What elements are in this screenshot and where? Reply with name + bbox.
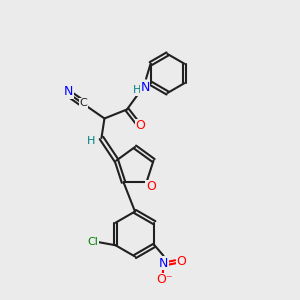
Text: C: C bbox=[80, 98, 87, 109]
Text: O: O bbox=[146, 180, 156, 193]
Text: O: O bbox=[176, 255, 186, 268]
Text: N: N bbox=[64, 85, 73, 98]
Text: O: O bbox=[136, 119, 146, 133]
Text: H: H bbox=[87, 136, 95, 146]
Text: O⁻: O⁻ bbox=[157, 273, 173, 286]
Text: N: N bbox=[159, 257, 168, 270]
Text: Cl: Cl bbox=[88, 237, 98, 247]
Text: N: N bbox=[140, 81, 150, 94]
Text: H: H bbox=[133, 85, 142, 95]
